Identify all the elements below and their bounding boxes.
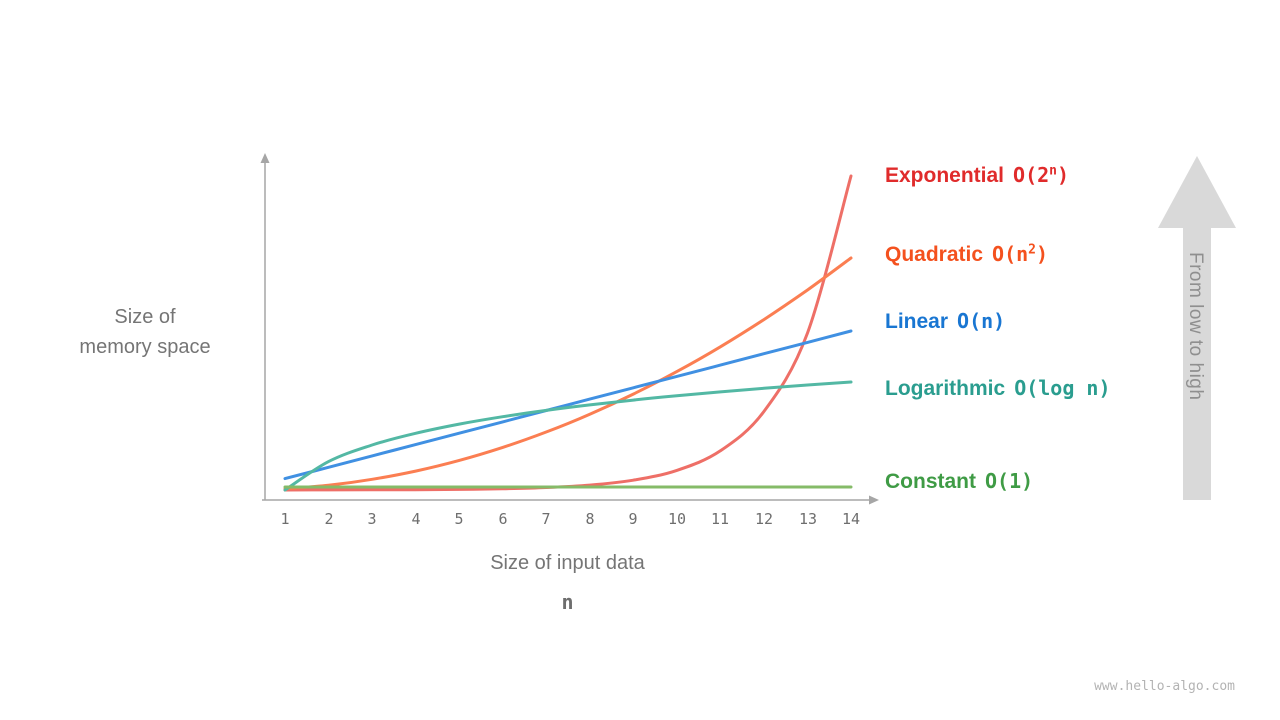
low-to-high-label: From low to high bbox=[1185, 252, 1206, 401]
x-tick: 6 bbox=[498, 510, 508, 528]
x-tick: 10 bbox=[667, 510, 687, 528]
x-tick: 4 bbox=[411, 510, 421, 528]
low-to-high-arrow bbox=[1158, 156, 1236, 500]
y-axis-arrowhead bbox=[260, 153, 270, 163]
formula-post: ) bbox=[1035, 242, 1049, 266]
curve-quadratic bbox=[283, 256, 853, 491]
x-tick: 12 bbox=[754, 510, 774, 528]
y-axis-title-line1: Size of bbox=[114, 306, 176, 328]
legend-name: Logarithmic bbox=[885, 377, 1006, 400]
formula-pre: O(1) bbox=[985, 469, 1034, 493]
formula-pre: O(2 bbox=[1013, 163, 1050, 187]
formula-sup: 2 bbox=[1028, 242, 1036, 258]
formula-sup: n bbox=[1049, 163, 1057, 179]
curve-exponential bbox=[283, 174, 853, 492]
legend-name: Quadratic bbox=[885, 243, 984, 266]
legend-formula: O(log n) bbox=[1014, 376, 1110, 400]
curve-logarithmic bbox=[283, 380, 853, 492]
y-axis-title: Size of memory space bbox=[45, 302, 245, 362]
x-tick: 11 bbox=[710, 510, 730, 528]
legend-formula: O(n2) bbox=[992, 242, 1048, 266]
watermark: www.hello-algo.com bbox=[1094, 679, 1235, 694]
legend-formula: O(n) bbox=[957, 309, 1005, 333]
legend-linear: Linear O(n) bbox=[885, 309, 1005, 339]
x-axis-title: Size of input data bbox=[490, 552, 645, 574]
legend-constant: Constant O(1) bbox=[885, 469, 1033, 499]
legend-formula: O(2n) bbox=[1013, 163, 1069, 187]
x-tick: 9 bbox=[628, 510, 638, 528]
x-tick: 14 bbox=[841, 510, 861, 528]
x-tick: 2 bbox=[324, 510, 334, 528]
formula-post: ) bbox=[1056, 163, 1070, 187]
x-tick: 7 bbox=[541, 510, 551, 528]
formula-pre: O(n) bbox=[957, 309, 1006, 333]
x-tick: 1 bbox=[280, 510, 290, 528]
formula-pre: O(n bbox=[992, 242, 1029, 266]
y-axis-title-line2: memory space bbox=[79, 336, 211, 358]
x-axis-symbol: n bbox=[561, 590, 574, 614]
legend-quadratic: Quadratic O(n2) bbox=[885, 242, 1048, 272]
legend-exponential: Exponential O(2n) bbox=[885, 163, 1069, 193]
legend-formula: O(1) bbox=[985, 469, 1033, 493]
x-axis-arrowhead bbox=[869, 495, 879, 505]
legend-name: Linear bbox=[885, 310, 949, 333]
x-tick: 8 bbox=[585, 510, 595, 528]
x-tick: 13 bbox=[798, 510, 818, 528]
curve-linear bbox=[283, 329, 853, 481]
x-tick: 3 bbox=[367, 510, 377, 528]
legend-name: Constant bbox=[885, 470, 976, 493]
formula-pre: O(log n) bbox=[1014, 376, 1111, 400]
legend-name: Exponential bbox=[885, 164, 1005, 187]
legend-logarithmic: Logarithmic O(log n) bbox=[885, 376, 1111, 406]
x-tick: 5 bbox=[454, 510, 464, 528]
